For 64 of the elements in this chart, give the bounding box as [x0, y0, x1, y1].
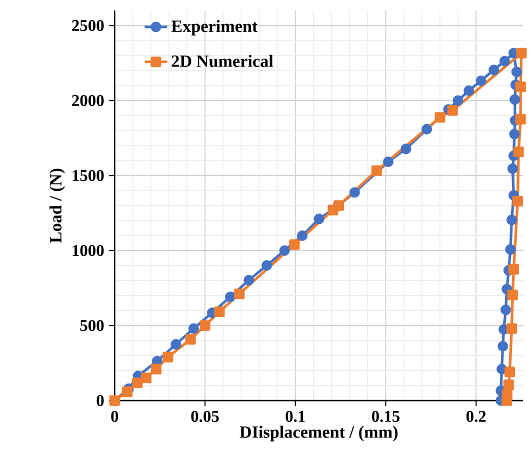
x-tick-label: 0.15 — [372, 410, 400, 422]
point — [515, 114, 526, 125]
point — [507, 164, 518, 174]
point — [234, 288, 245, 300]
point — [289, 239, 300, 250]
point — [505, 244, 516, 255]
point — [122, 386, 133, 398]
x-tick-label: 0.2 — [466, 410, 486, 422]
y-tick-label: 2000 — [72, 95, 104, 106]
point — [279, 245, 290, 256]
point — [421, 124, 432, 135]
point — [349, 187, 360, 198]
point — [464, 86, 474, 96]
x-tick-label: 0 — [111, 410, 118, 422]
point — [502, 395, 512, 406]
point — [488, 64, 500, 76]
point — [500, 304, 512, 316]
point — [510, 94, 520, 105]
point — [511, 66, 522, 78]
point — [507, 290, 518, 300]
legend-label: 2D Numerical — [172, 55, 274, 68]
y-tick-label: 2500 — [72, 20, 104, 32]
point — [170, 339, 182, 350]
point — [434, 112, 446, 123]
point — [498, 341, 508, 352]
point — [314, 214, 324, 224]
y-axis-title: Load / (N) — [49, 168, 65, 243]
point — [382, 156, 394, 168]
point — [188, 323, 199, 334]
point — [262, 260, 272, 271]
y-tick-label: 500 — [80, 320, 104, 332]
x-tick-label: 0.05 — [191, 410, 219, 422]
y-tick-label: 1000 — [72, 245, 104, 256]
point — [447, 105, 458, 116]
point — [162, 352, 174, 362]
y-tick-label: 0 — [96, 395, 104, 406]
point — [371, 165, 382, 176]
point — [452, 95, 464, 106]
point — [509, 129, 520, 140]
point — [516, 48, 527, 59]
point — [140, 372, 152, 384]
point — [244, 274, 254, 286]
point — [214, 306, 225, 318]
point — [296, 230, 308, 242]
point — [506, 214, 517, 226]
point — [504, 366, 515, 378]
point — [515, 82, 526, 92]
point — [499, 56, 510, 66]
point — [400, 144, 412, 154]
x-tick-label: 0.1 — [286, 410, 305, 422]
point — [513, 146, 524, 158]
point — [508, 264, 519, 275]
point — [150, 364, 162, 374]
point — [185, 334, 196, 345]
point — [476, 76, 486, 86]
legend-label: Experiment — [171, 20, 258, 36]
point — [512, 196, 523, 207]
point — [503, 380, 514, 390]
point — [506, 323, 517, 334]
y-tick-label: 1500 — [72, 170, 104, 182]
point — [132, 378, 143, 388]
x-axis-title: DIisplacement / (mm) — [240, 426, 398, 442]
point — [225, 292, 236, 302]
point — [200, 320, 210, 331]
